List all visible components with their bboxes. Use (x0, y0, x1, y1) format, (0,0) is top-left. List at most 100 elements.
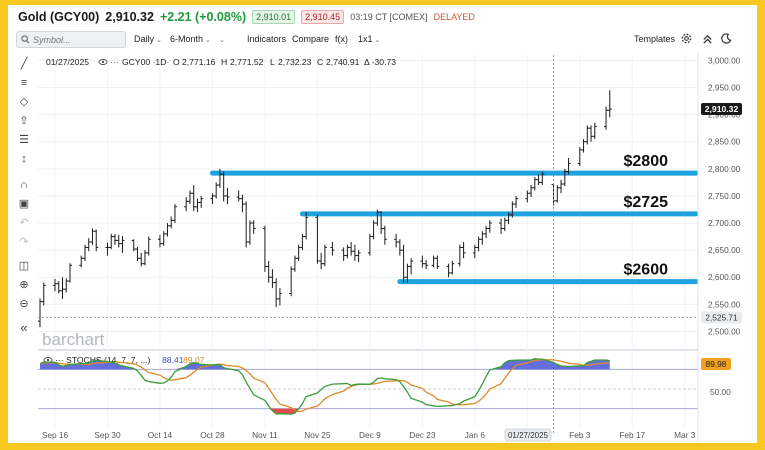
line-tool-icon[interactable]: ╱ (20, 58, 28, 70)
fib-tool-icon[interactable]: ☰ (19, 134, 29, 146)
ohlc-bar (371, 220, 376, 240)
ohlc-bar (446, 263, 451, 278)
ohlc-bar (514, 195, 519, 208)
crosshair-price-value: 2,525.71 (705, 313, 738, 323)
layout-dropdown[interactable]: 1x1 ⌄ (358, 34, 380, 44)
ohlc-bar (607, 90, 612, 118)
ohlc-bar (394, 233, 399, 248)
measure-tool-icon[interactable]: ↕ (21, 153, 27, 165)
legend-date: 01/27/2025 (46, 57, 89, 67)
level-annotations: $2800 $2725 $2600 (624, 153, 669, 278)
ohlc-bar (345, 244, 350, 259)
ohlc-bar (165, 223, 170, 237)
ohlc-bar (379, 211, 384, 234)
time-tick-label: Mar 3 (674, 430, 696, 440)
ohlc-bar (536, 174, 541, 186)
shape-tool-icon[interactable]: ◇ (19, 96, 29, 108)
text-tool-icon[interactable]: ≡ (20, 77, 28, 89)
trash-icon[interactable]: ◫ (18, 260, 30, 272)
ohlc-bar (244, 201, 249, 248)
ohlc-bar (341, 247, 346, 261)
price-tick-label: 2,550.00 (708, 299, 741, 309)
ohlc-bar (79, 255, 84, 268)
stoch-lines (38, 358, 698, 415)
pane-separator[interactable] (38, 349, 698, 351)
level-annotation-2800: $2800 (624, 153, 669, 170)
ohlc-bar (139, 252, 144, 267)
ohlc-bar (199, 195, 204, 208)
dark-mode-icon[interactable] (721, 33, 732, 44)
stoch-label: STOCHS (14, 7, 7, ...) (66, 355, 151, 365)
ohlc-bar (589, 125, 594, 142)
fx-button[interactable]: f(x) (335, 34, 348, 44)
ohlc-bar (60, 277, 65, 299)
ohlc-bar (397, 239, 402, 256)
last-price: 2,910.32 (105, 10, 154, 24)
ohlc-bar (559, 179, 564, 194)
legend-delta: Δ -30.73 (364, 57, 396, 67)
ohlc-bar (562, 168, 567, 187)
ohlc-bar (210, 193, 215, 205)
lock-icon[interactable]: ▣ (18, 198, 30, 210)
gear-icon[interactable] (681, 33, 692, 44)
undo-icon[interactable]: ↶ (19, 217, 29, 229)
stoch-axis-value: 89.98 (706, 359, 727, 369)
chevron-down-icon: ⌄ (205, 37, 211, 44)
price-axis[interactable]: 3,000.002,950.002,900.002,850.002,800.00… (708, 55, 741, 336)
ohlc-bar (225, 187, 230, 205)
price-tick-label: 2,700.00 (708, 218, 741, 228)
chart-canvas[interactable]: barchart 01/27/2025 ··· GCY00 ·1D· O 2,7… (8, 5, 757, 443)
ohlc-bar (540, 171, 545, 186)
price-tick-label: 2,750.00 (708, 191, 741, 201)
legend-symbol: GCY00 ·1D· (122, 57, 169, 67)
legend-o-label: O (173, 57, 180, 67)
collapse-tools-icon[interactable]: « (20, 320, 28, 335)
zoom-in-icon[interactable]: ⊕ (19, 279, 29, 291)
collapse-icon[interactable] (702, 33, 713, 44)
ohlc-bar (112, 233, 117, 245)
ohlc-bar (169, 216, 174, 229)
redo-icon[interactable]: ↷ (19, 236, 29, 248)
time-tick-label: Feb 3 (569, 430, 591, 440)
symbol-search-input[interactable] (33, 34, 121, 45)
price-tick-label: 2,850.00 (708, 137, 741, 147)
range-dropdown[interactable]: 6-Month ⌄ (170, 34, 211, 44)
more-dropdown[interactable]: ⌄ (217, 34, 225, 44)
time-tick-label: Dec 23 (409, 430, 436, 440)
ohlc-bar (424, 259, 429, 270)
ohlc-bar (592, 122, 597, 140)
ohlc-bar (435, 255, 440, 270)
ohlc-bar (472, 244, 477, 259)
symbol-title: Gold (GCY00) (18, 10, 100, 24)
ohlc-bar (502, 217, 507, 232)
ohlc-bar (64, 278, 69, 293)
eye-icon[interactable] (98, 59, 108, 65)
ohlc-bar (375, 209, 380, 226)
bid-price: 2,910.01 (252, 10, 296, 24)
time-tick-label: Dec 9 (359, 430, 381, 440)
chart-toolbar: Daily⌄ 6-Month⌄ ⌄ Indicators Compare f(x… (8, 30, 757, 50)
ohlc-bar (457, 244, 462, 267)
ohlc-bar (525, 190, 530, 203)
time-tick-label: Sep 30 (94, 430, 121, 440)
magnet-icon[interactable]: ∩ (20, 179, 28, 191)
templates-button[interactable]: Templates (634, 34, 676, 44)
ohlc-bar (146, 236, 151, 256)
zoom-out-icon[interactable]: ⊖ (19, 298, 29, 310)
compare-button[interactable]: Compare (292, 34, 330, 44)
ohlc-bar (109, 233, 114, 250)
time-tick-label: Oct 28 (200, 430, 225, 440)
ohlc-bar (38, 298, 42, 328)
legend-dots: ··· (110, 57, 119, 67)
watermark: barchart (42, 330, 105, 349)
period-dropdown[interactable]: Daily ⌄ (134, 34, 162, 44)
time-axis[interactable]: Sep 16 Sep 30 Oct 14 Oct 28 Nov 11 Nov 25 Dec … (42, 430, 696, 440)
ohlc-bar (484, 225, 489, 239)
price-change: +2.21 (+0.08%) (159, 10, 247, 24)
symbol-search[interactable] (16, 31, 126, 48)
ohlc-bar (247, 220, 252, 245)
ohlc-bar (221, 171, 226, 202)
arrow-tool-icon[interactable]: ⇧ (19, 115, 29, 127)
indicators-button[interactable]: Indicators (247, 34, 287, 44)
stoch-oversold-fill (40, 408, 610, 415)
